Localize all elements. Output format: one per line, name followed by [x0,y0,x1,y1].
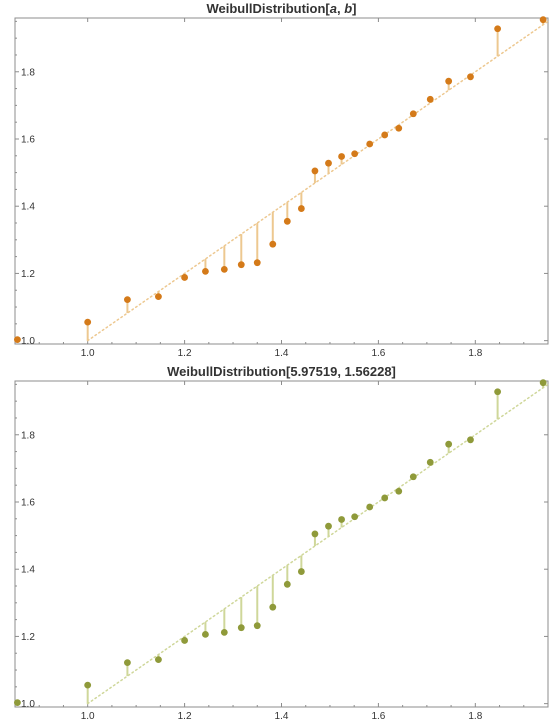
data-point [325,159,332,167]
data-point [181,274,188,281]
chart-title-part: WeibullDistribution[5.97519, 1.56228] [167,364,396,379]
data-point [14,336,21,344]
data-point [202,268,209,275]
y-tick-label: 1.4 [21,202,35,213]
data-point [467,73,474,81]
chart-title-part: b [344,1,352,16]
data-point [426,458,434,466]
data-point [539,379,547,387]
y-tick-label: 1.8 [21,67,35,78]
data-point [539,16,547,24]
y-tick-label: 1.4 [21,565,35,576]
data-point [409,473,417,481]
x-tick-label: 1.8 [468,348,482,359]
data-point [84,681,92,689]
data-point [445,77,453,85]
x-tick-label: 1.4 [275,711,289,722]
data-point [395,124,403,132]
data-point [311,530,319,538]
data-point [297,205,305,212]
data-point [297,568,305,575]
data-point [445,440,453,448]
data-point [155,656,162,664]
data-point [155,293,162,301]
chart-svg-bottom: WeibullDistribution[5.97519, 1.56228] 1.0… [14,364,549,722]
data-point [237,624,245,632]
y-tick-label: 1.6 [21,497,35,508]
data-point [269,240,277,248]
x-tick-label: 1.6 [371,348,385,359]
data-point [181,637,188,644]
data-point [409,110,417,118]
x-tick-label: 1.2 [178,711,192,722]
data-point [494,25,502,33]
x-tick-label: 1.6 [371,711,385,722]
chart-title-part: ] [352,1,356,16]
data-point [124,296,131,304]
reference-line [86,383,549,705]
data-point [269,603,277,611]
data-point [237,261,245,269]
x-tick-label: 1.8 [468,711,482,722]
data-point [366,503,374,511]
plot-frame [14,380,549,708]
x-tick-label: 1.0 [81,711,95,722]
chart-title-part: a [330,1,337,16]
data-point [351,513,359,521]
data-point [351,150,359,158]
y-tick-label: 1.2 [21,632,35,643]
y-tick-label: 1.2 [21,269,35,280]
data-point [14,699,21,707]
x-tick-label: 1.4 [275,348,289,359]
data-point [283,580,291,588]
data-point [338,516,345,523]
reference-line [86,20,549,342]
y-tick-label: 1.0 [21,336,35,347]
chart-svg-top: WeibullDistribution[a, b] 1.0 1.2 1.4 1.6 1.8… [14,1,549,359]
data-point [325,522,332,530]
data-point [381,131,389,139]
y-tick-label: 1.8 [21,430,35,441]
data-point [253,622,261,630]
data-point [467,436,474,444]
data-point [381,494,389,502]
data-point [220,628,228,636]
data-point [283,217,291,225]
plot-frame [14,17,549,345]
chart-title: WeibullDistribution[a, b] [206,1,356,16]
y-tick-label: 1.0 [21,699,35,710]
x-tick-label: 1.2 [178,348,192,359]
chart-title-part: WeibullDistribution[ [206,1,330,16]
data-point [84,318,92,326]
data-point [311,167,319,175]
data-point [338,153,345,160]
chart-title: WeibullDistribution[5.97519, 1.56228] [167,364,396,379]
chart-title-part: , [337,1,344,16]
chart-panel-bottom: WeibullDistribution[5.97519, 1.56228] 1.0… [0,363,550,726]
chart-panel-top: WeibullDistribution[a, b] 1.0 1.2 1.4 1.6 1.8… [14,1,549,359]
data-point [395,487,403,495]
data-point [124,659,131,667]
data-point [253,259,261,267]
x-tick-label: 1.0 [81,348,95,359]
data-point [202,631,209,638]
data-point [220,265,228,273]
data-point [494,388,502,396]
data-point [366,140,374,148]
y-tick-label: 1.6 [21,134,35,145]
data-point [426,95,434,103]
